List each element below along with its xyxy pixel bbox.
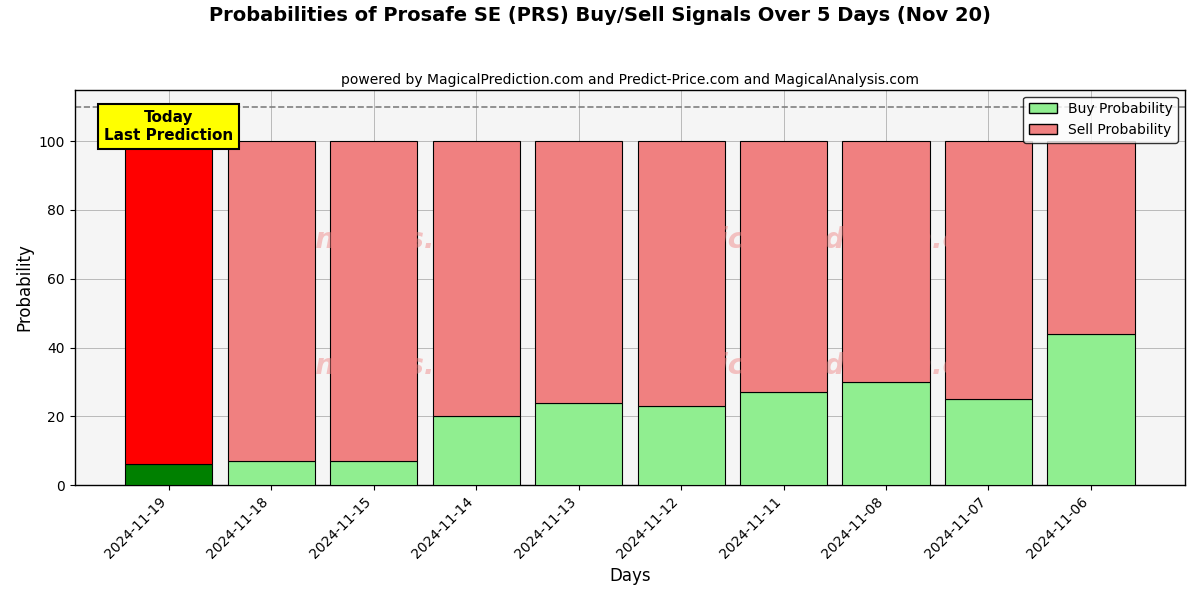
X-axis label: Days: Days	[610, 567, 650, 585]
Bar	[535, 403, 622, 485]
Bar	[125, 141, 212, 464]
Text: calAnalysis.com: calAnalysis.com	[250, 352, 499, 380]
Bar	[1048, 141, 1134, 334]
Bar	[228, 141, 314, 461]
Bar	[637, 141, 725, 406]
Bar	[740, 392, 827, 485]
Bar	[842, 382, 930, 485]
Bar	[637, 406, 725, 485]
Bar	[432, 416, 520, 485]
Bar	[1048, 334, 1134, 485]
Y-axis label: Probability: Probability	[16, 244, 34, 331]
Text: MagicalPrediction.com: MagicalPrediction.com	[652, 226, 1007, 254]
Bar	[125, 464, 212, 485]
Bar	[740, 141, 827, 392]
Bar	[330, 461, 418, 485]
Bar	[842, 141, 930, 382]
Title: powered by MagicalPrediction.com and Predict-Price.com and MagicalAnalysis.com: powered by MagicalPrediction.com and Pre…	[341, 73, 919, 87]
Bar	[330, 141, 418, 461]
Bar	[535, 141, 622, 403]
Text: Today
Last Prediction: Today Last Prediction	[104, 110, 233, 143]
Text: MagicalPrediction.com: MagicalPrediction.com	[652, 352, 1007, 380]
Text: Probabilities of Prosafe SE (PRS) Buy/Sell Signals Over 5 Days (Nov 20): Probabilities of Prosafe SE (PRS) Buy/Se…	[209, 6, 991, 25]
Bar	[228, 461, 314, 485]
Legend: Buy Probability, Sell Probability: Buy Probability, Sell Probability	[1024, 97, 1178, 143]
Bar	[944, 141, 1032, 399]
Bar	[432, 141, 520, 416]
Text: calAnalysis.com: calAnalysis.com	[250, 226, 499, 254]
Bar	[944, 399, 1032, 485]
